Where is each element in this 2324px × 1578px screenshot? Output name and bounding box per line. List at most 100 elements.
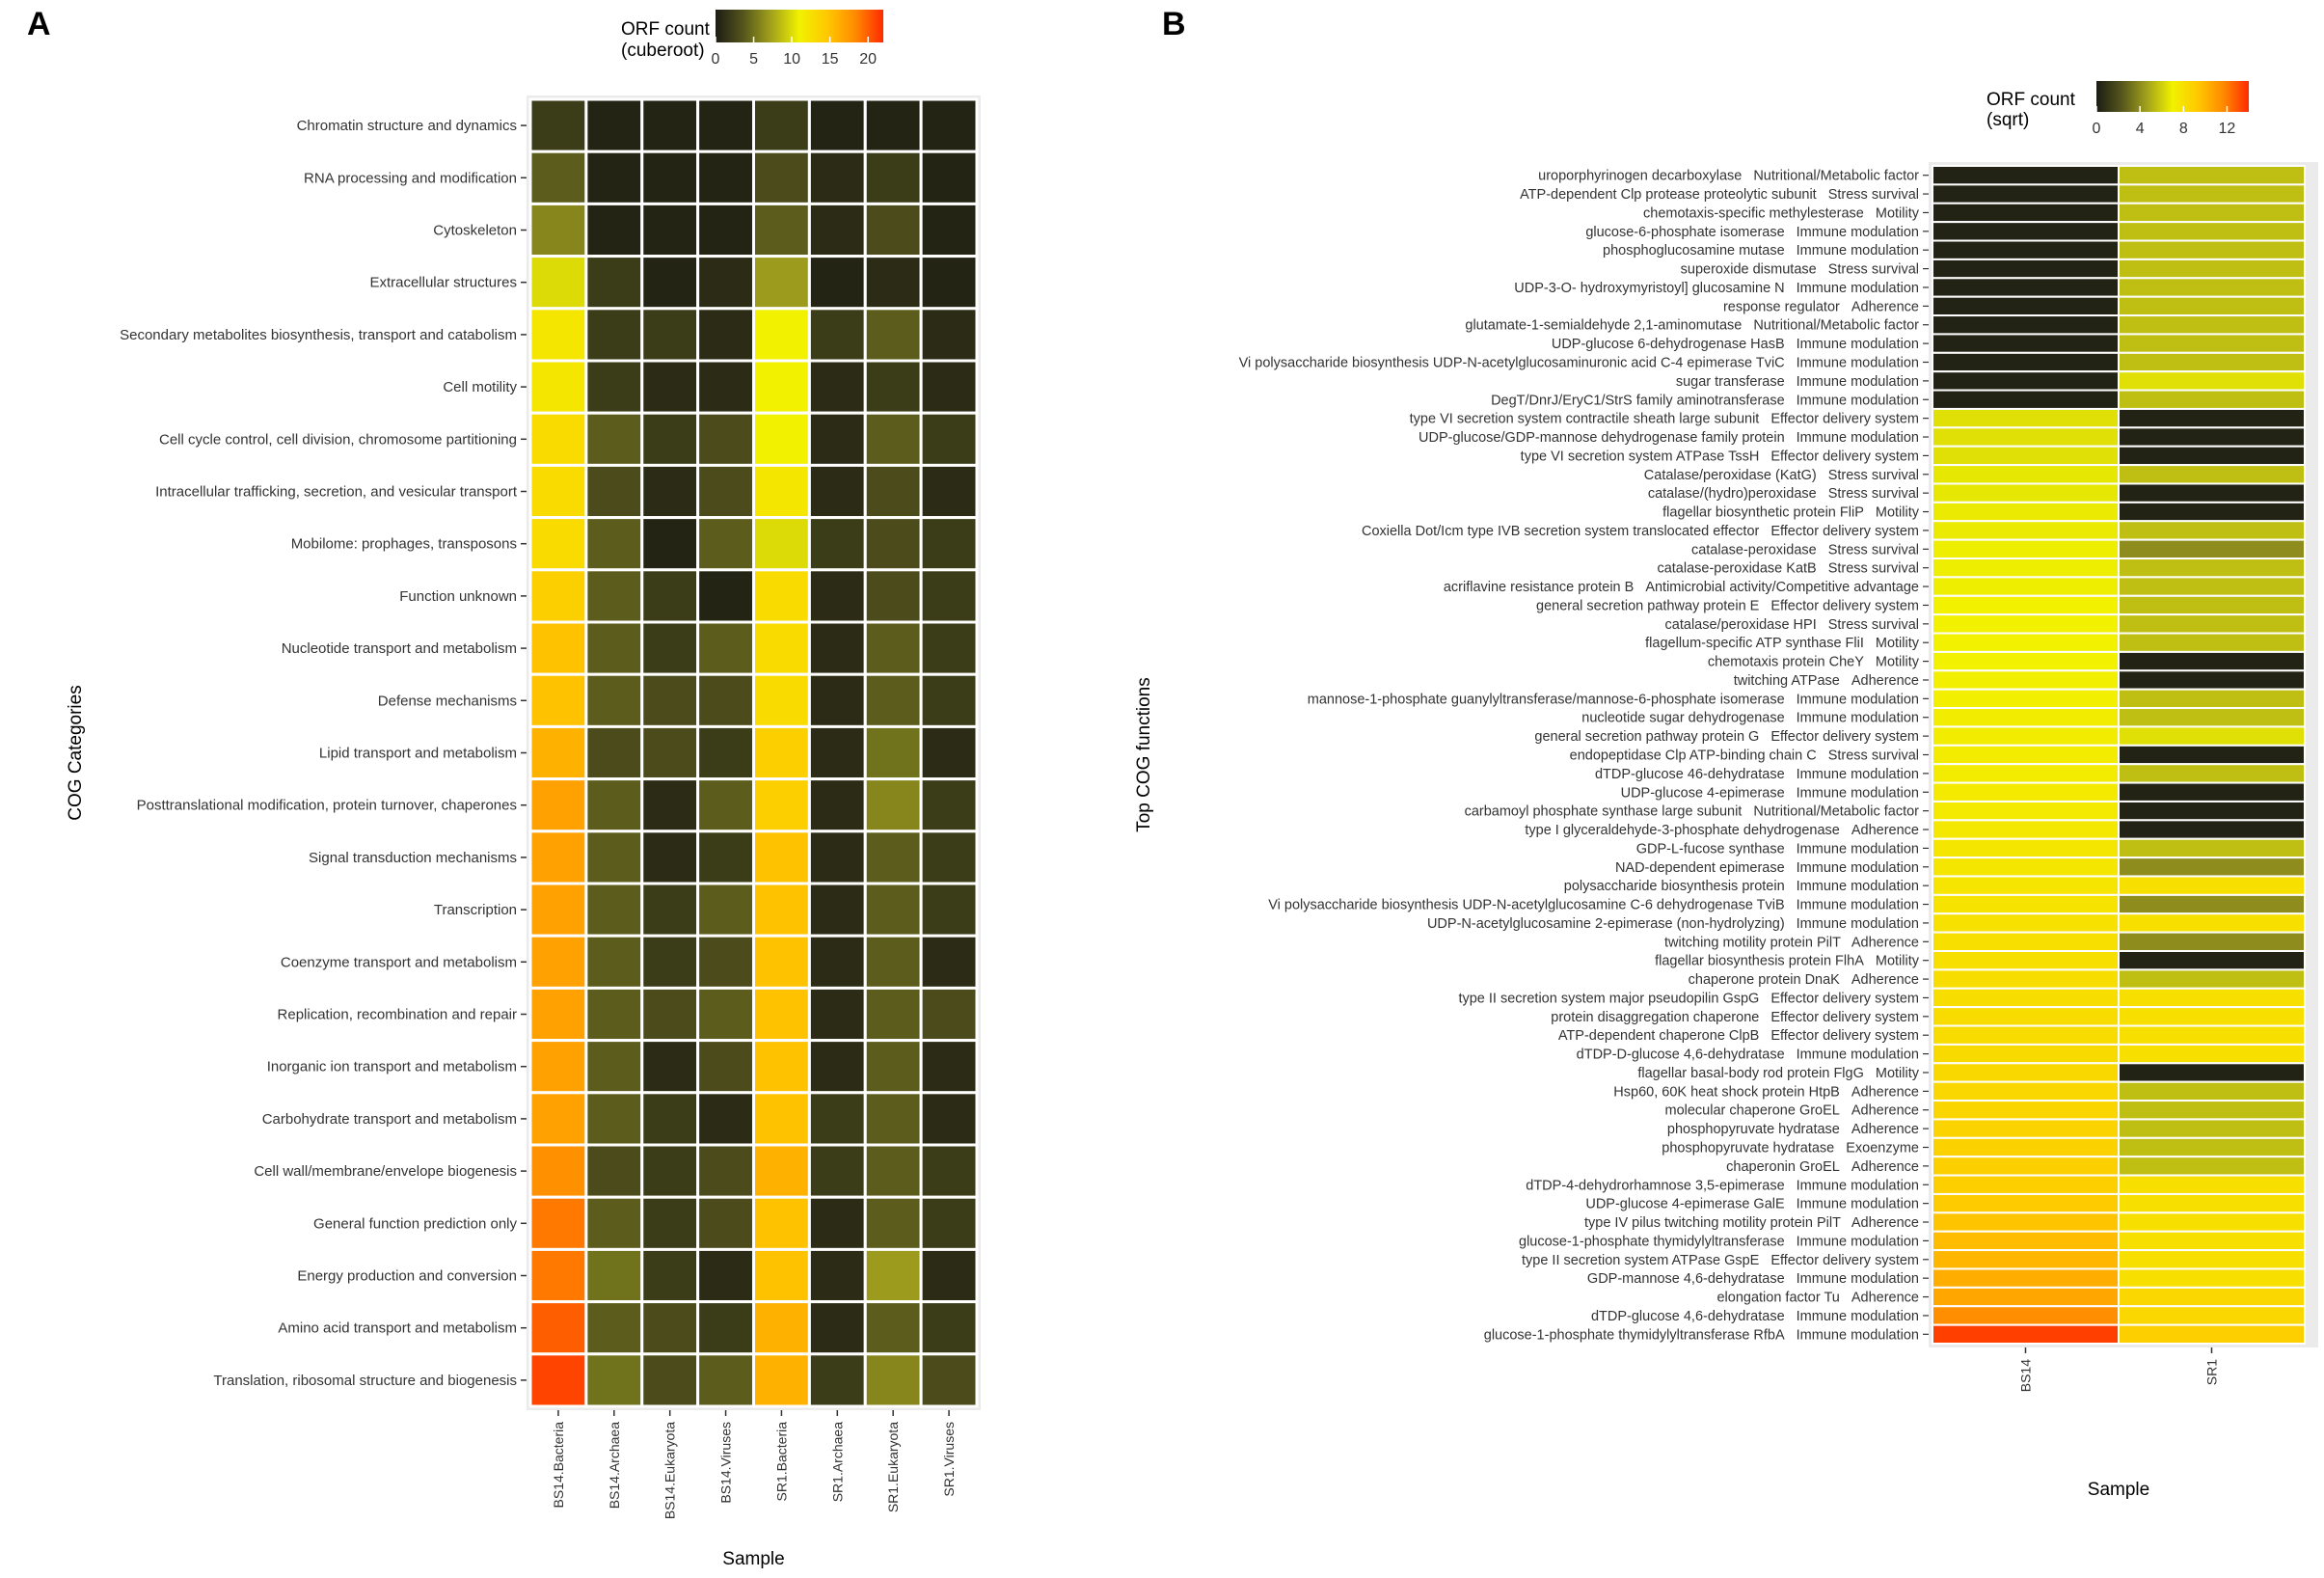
heatmap-cell (752, 1039, 811, 1095)
y-tick-label: Mobilome: prophages, transposons (291, 536, 517, 553)
heatmap-cell (584, 1247, 644, 1304)
heatmap-cell (584, 150, 644, 205)
heatmap-cell (752, 411, 811, 467)
heatmap-cell (528, 882, 588, 938)
x-tick-label: SR1.Eukaryota (885, 1422, 901, 1512)
heatmap-cell (919, 1143, 979, 1199)
heatmap-cell (1932, 725, 2120, 747)
heatmap-cell (752, 620, 811, 676)
y-tick-label: sugar transferase Immune modulation (1676, 374, 1919, 390)
function-category: Motility (1876, 505, 1920, 521)
heatmap-cell (2118, 950, 2306, 971)
legend-title-line1: ORF count (1986, 90, 2076, 110)
function-category: Effector delivery system (1770, 598, 1919, 613)
heatmap-cell (2118, 501, 2306, 523)
heatmap-cell (752, 672, 811, 728)
heatmap-cell (2118, 893, 2306, 915)
function-category: Antimicrobial activity/Competitive advan… (1645, 580, 1919, 595)
y-tick-label: DegT/DnrJ/EryC1/StrS family aminotransfe… (1491, 393, 1919, 408)
legend-tick-label: 15 (822, 51, 839, 68)
function-category: Adherence (1851, 823, 1919, 838)
heatmap-cell (807, 1195, 867, 1251)
heatmap-cell (863, 255, 923, 311)
x-tick-label: BS14.Bacteria (551, 1422, 566, 1509)
function-category: Adherence (1851, 972, 1919, 988)
heatmap-cell (919, 1300, 979, 1356)
heatmap-cell (528, 516, 588, 572)
y-tick-label: Coenzyme transport and metabolism (281, 954, 517, 970)
heatmap-cell (752, 724, 811, 781)
function-name: catalase-peroxidase KatB (1657, 561, 1816, 577)
y-tick-label: dTDP-D-glucose 4,6-dehydratase Immune mod… (1577, 1047, 1919, 1063)
heatmap-cell (1932, 1305, 2120, 1326)
heatmap-cell (1932, 482, 2120, 503)
y-tick-label: ATP-dependent chaperone ClpB Effector del… (1558, 1028, 1919, 1044)
heatmap-cell (1932, 407, 2120, 429)
y-tick-label: Transcription (434, 902, 517, 918)
heatmap-cell (1932, 1249, 2120, 1270)
y-tick-label: Cell motility (443, 379, 517, 395)
heatmap-cell (2118, 669, 2306, 691)
function-category: Stress survival (1828, 486, 1919, 502)
heatmap-cell (919, 359, 979, 415)
heatmap-cell (1932, 1267, 2120, 1289)
y-tick-label: flagellar biosynthesis protein FlhA Motil… (1655, 954, 1920, 969)
heatmap-cell (528, 411, 588, 467)
heatmap-cell (1932, 1043, 2120, 1065)
legend-tick-label: 8 (2179, 121, 2188, 137)
x-tick-label: BS14.Viruses (718, 1422, 734, 1504)
heatmap-cell (2118, 183, 2306, 204)
heatmap-cell (640, 672, 700, 728)
heatmap-cell (640, 463, 700, 520)
heatmap-cell (1932, 987, 2120, 1009)
function-name: flagellum-specific ATP synthase FliI (1645, 636, 1864, 651)
function-category: Immune modulation (1797, 374, 1919, 390)
heatmap-cell (1932, 1211, 2120, 1233)
heatmap-cell (863, 359, 923, 415)
function-name: acriflavine resistance protein B (1444, 580, 1634, 595)
function-category: Immune modulation (1797, 860, 1919, 876)
heatmap-cell (807, 1143, 867, 1199)
function-name: polysaccharide biosynthesis protein (1564, 879, 1785, 894)
heatmap-cell (2118, 445, 2306, 467)
heatmap-cell (1932, 800, 2120, 822)
heatmap-cell (1932, 950, 2120, 971)
heatmap-cell (752, 568, 811, 624)
heatmap-cell (696, 777, 755, 833)
heatmap-cell (1932, 931, 2120, 952)
heatmap-cell (2118, 314, 2306, 336)
heatmap-cell (640, 724, 700, 781)
function-category: Effector delivery system (1770, 729, 1919, 745)
heatmap-cell (528, 986, 588, 1043)
heatmap-cell (584, 307, 644, 363)
y-tick-label: general secretion pathway protein G Effec… (1534, 729, 1919, 745)
y-tick-label: UDP-glucose/GDP-mannose dehydrogenase fa… (1419, 430, 1919, 446)
heatmap-cell (584, 777, 644, 833)
heatmap-cell (2118, 1006, 2306, 1027)
heatmap-cell (528, 1247, 588, 1304)
y-tick-label: general secretion pathway protein E Effec… (1536, 598, 1919, 613)
function-category: Effector delivery system (1770, 1028, 1919, 1044)
y-tick-label: catalase/peroxidase HPI Stress survival (1665, 617, 1919, 633)
heatmap-cell (919, 882, 979, 938)
heatmap-cell (2118, 1286, 2306, 1308)
heatmap-cell (528, 830, 588, 885)
function-category: Immune modulation (1797, 1327, 1919, 1343)
function-name: type VI secretion system contractile she… (1410, 412, 1760, 427)
heatmap-cell (1932, 333, 2120, 354)
heatmap-cell (919, 986, 979, 1043)
heatmap-cell (863, 1247, 923, 1304)
y-tick-label: endopeptidase Clp ATP-binding chain C Str… (1570, 748, 1919, 764)
heatmap-cell (863, 463, 923, 520)
y-tick-label: dTDP-glucose 46-dehydratase Immune modula… (1595, 767, 1919, 782)
y-axis-title: Top COG functions (1134, 677, 1154, 832)
heatmap-cell (807, 1247, 867, 1304)
heatmap-cell (863, 882, 923, 938)
x-axis-title: Sample (722, 1549, 784, 1569)
heatmap-cell (584, 1143, 644, 1199)
function-category: Immune modulation (1797, 393, 1919, 408)
function-name: catalase-peroxidase (1691, 542, 1817, 558)
function-name: GDP-mannose 4,6-dehydratase (1587, 1271, 1785, 1287)
function-name: chemotaxis protein CheY (1708, 655, 1864, 670)
heatmap-cell (640, 307, 700, 363)
